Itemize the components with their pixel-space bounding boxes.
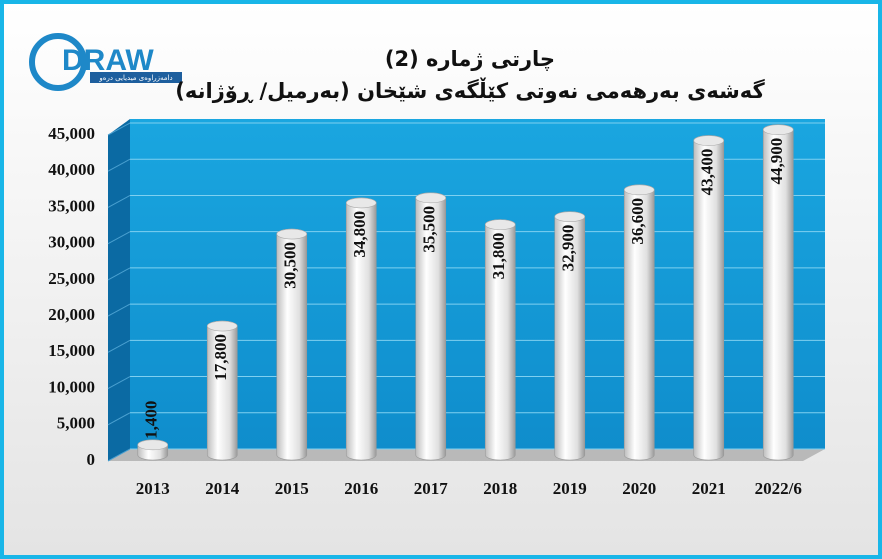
bar-top — [276, 228, 308, 240]
bar-top — [345, 197, 377, 209]
y-tick-label: 40,000 — [48, 160, 95, 179]
side-grid-line — [107, 412, 131, 426]
side-grid-line — [107, 267, 131, 281]
y-tick-label: 25,000 — [48, 269, 95, 288]
bar-top — [693, 135, 725, 146]
value-label: 1,400 — [142, 401, 161, 439]
side-grid-line — [107, 195, 131, 208]
y-tick-label: 15,000 — [48, 341, 95, 360]
value-label: 35,500 — [420, 206, 439, 253]
bar-top — [484, 219, 516, 230]
x-tick-label: 2021 — [692, 479, 726, 498]
value-label: 31,800 — [489, 233, 508, 280]
x-tick-label: 2013 — [136, 479, 170, 498]
marks: 1,400 17,800 30,500 34,800 35,500 31,800 32,90… — [137, 124, 794, 461]
y-tick-label: 45,000 — [48, 124, 95, 143]
value-label: 36,600 — [628, 198, 647, 245]
x-tick-label: 2016 — [344, 479, 378, 498]
value-label: 30,500 — [281, 242, 300, 289]
y-tick-label: 20,000 — [48, 305, 95, 324]
bar-top — [415, 192, 447, 204]
value-label: 32,900 — [559, 225, 578, 272]
value-label: 17,800 — [211, 334, 230, 381]
logo-bar — [90, 72, 182, 83]
y-tick-label: 5,000 — [57, 414, 95, 433]
side-grid-line — [107, 448, 131, 462]
bar-top — [554, 211, 586, 222]
chart-subtitle: گەشەی بەرهەمی نەوتی کێڵگەی شێخان (بەرمیل… — [175, 77, 765, 103]
x-tick-label: 2018 — [483, 479, 517, 498]
bar-top — [137, 439, 169, 451]
side-grid-line — [107, 339, 131, 353]
side-grid-line — [107, 303, 131, 317]
value-label: 34,800 — [350, 211, 369, 258]
side-grid-line — [107, 158, 131, 172]
side-grid-line — [107, 376, 131, 389]
value-label: 43,400 — [698, 149, 717, 196]
side-grid-line — [107, 231, 131, 245]
x-tick-label: 2015 — [275, 479, 309, 498]
value-label: 44,900 — [767, 138, 786, 185]
x-tick-label: 2014 — [205, 479, 240, 498]
x-tick-label: 2017 — [414, 479, 449, 498]
logo-ring — [29, 33, 87, 91]
side-wall — [108, 119, 130, 461]
x-tick-label: 2022/6 — [755, 479, 802, 498]
y-tick-label: 30,000 — [48, 233, 95, 252]
y-tick-label: 35,000 — [48, 196, 95, 215]
bar-top — [206, 320, 238, 332]
x-tick-label: 2019 — [553, 479, 587, 498]
y-tick-label: 0 — [87, 450, 96, 469]
logo-name: DRAW — [62, 44, 154, 77]
bar-top — [623, 184, 655, 196]
logo-tagline: دامەزراوەی میدیایی درەو — [98, 74, 172, 82]
side-grid-line — [107, 122, 131, 136]
y-tick-label: 10,000 — [48, 377, 95, 396]
chart-title: چارتی ژمارە (2) — [385, 47, 555, 71]
logo: DRAW دامەزراوەی میدیایی درەو — [29, 33, 182, 91]
bar-top — [762, 124, 794, 136]
x-tick-label: 2020 — [622, 479, 656, 498]
